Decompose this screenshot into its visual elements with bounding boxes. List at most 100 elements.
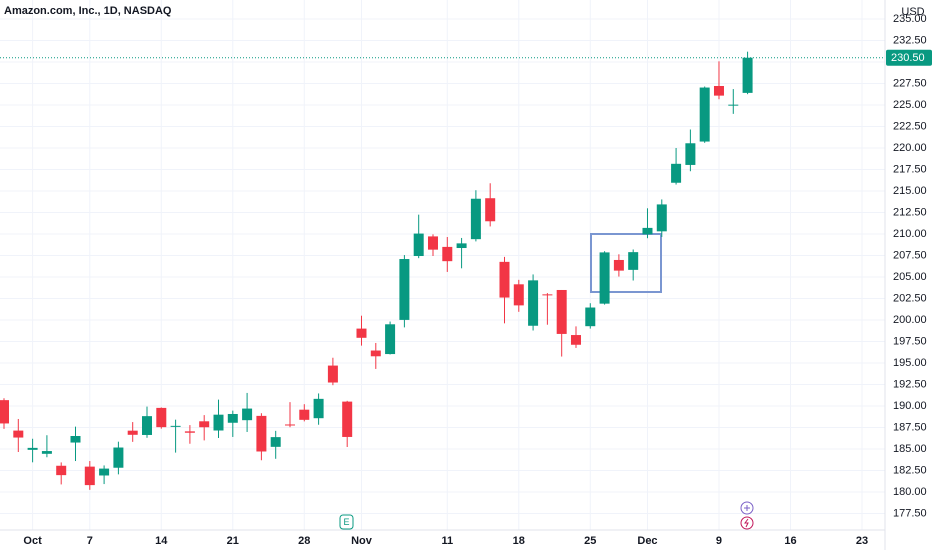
- y-tick-label: 207.50: [893, 249, 927, 261]
- x-tick-label: 28: [298, 535, 310, 547]
- y-tick-label: 232.50: [893, 34, 927, 46]
- candles: [0, 51, 753, 490]
- y-tick-label: 200.00: [893, 314, 927, 326]
- candle-body: [671, 163, 682, 183]
- y-tick-label: 202.50: [893, 292, 927, 304]
- axes: 177.50 180.00 182.50 185.00 187.50 190.00 192.…: [23, 13, 926, 547]
- candle-body: [327, 365, 338, 383]
- candle-body: [41, 451, 52, 454]
- candle-body: [456, 243, 467, 249]
- candle-body: [370, 350, 381, 357]
- event-icon-glyph: [744, 505, 750, 511]
- candle-body: [0, 400, 10, 424]
- candle-body: [127, 430, 138, 435]
- candle-body: [499, 261, 510, 298]
- y-tick-label: 225.00: [893, 99, 927, 111]
- y-tick-label: 197.50: [893, 335, 927, 347]
- candle-body: [56, 465, 67, 476]
- y-tick-label: 190.00: [893, 400, 927, 412]
- x-tick-label: 7: [87, 535, 93, 547]
- candle-body: [699, 87, 710, 142]
- candle-body: [385, 324, 396, 355]
- candle-body: [570, 335, 581, 345]
- split-icon-glyph: [744, 518, 749, 528]
- earnings-marker: E: [343, 517, 349, 527]
- x-tick-label: Oct: [23, 535, 42, 547]
- candle-body: [27, 447, 38, 450]
- candle-body: [199, 421, 210, 428]
- candle-body: [427, 236, 438, 250]
- candle-body: [313, 398, 324, 419]
- candle-body: [656, 204, 667, 232]
- y-tick-label: 205.00: [893, 271, 927, 283]
- candle-body: [270, 437, 281, 447]
- candle-body: [13, 430, 24, 438]
- y-tick-label: 185.00: [893, 443, 927, 455]
- candle-body: [284, 424, 295, 426]
- candle-body: [528, 280, 539, 326]
- candle-body: [413, 233, 424, 257]
- candle-body: [728, 104, 739, 106]
- candle-body: [599, 252, 610, 304]
- candle-body: [227, 413, 238, 423]
- y-tick-label: 220.00: [893, 142, 927, 154]
- candle-body: [585, 307, 596, 327]
- y-tick-label: 180.00: [893, 486, 927, 498]
- candle-body: [642, 227, 653, 235]
- y-tick-label: 182.50: [893, 464, 927, 476]
- x-tick-label: Dec: [637, 535, 657, 547]
- candle-body: [156, 407, 167, 428]
- candle-body: [184, 431, 195, 433]
- y-tick-label: 177.50: [893, 507, 927, 519]
- candle-body: [542, 294, 553, 296]
- candle-body: [685, 143, 696, 165]
- y-tick-label: 187.50: [893, 421, 927, 433]
- y-tick-label: 210.00: [893, 228, 927, 240]
- candle-body: [356, 328, 367, 338]
- last-price-label: 230.50: [891, 52, 925, 64]
- candle-body: [742, 57, 753, 93]
- candle-body: [70, 436, 81, 443]
- y-tick-label: 192.50: [893, 378, 927, 390]
- candle-body: [213, 414, 224, 431]
- candle-body: [84, 466, 95, 486]
- x-tick-label: 23: [856, 535, 868, 547]
- candle-body: [242, 408, 253, 421]
- candle-body: [485, 198, 496, 222]
- x-tick-label: 11: [441, 535, 453, 547]
- candle-body: [113, 447, 124, 468]
- candle-body: [256, 415, 267, 452]
- candle-body: [713, 85, 724, 96]
- candle-body: [170, 425, 181, 427]
- x-tick-label: 21: [227, 535, 239, 547]
- price-badge: 230.50: [0, 49, 932, 66]
- candle-body: [342, 401, 353, 437]
- currency-label[interactable]: USD: [901, 6, 924, 18]
- y-tick-label: 227.50: [893, 77, 927, 89]
- candle-body: [470, 198, 481, 240]
- candle-body: [399, 259, 410, 320]
- highlight-box: [590, 233, 662, 293]
- earnings-icon[interactable]: [339, 514, 354, 530]
- x-tick-label: 16: [784, 535, 796, 547]
- x-tick-label: Nov: [351, 535, 373, 547]
- candle-body: [442, 246, 453, 262]
- candle-body: [556, 289, 567, 334]
- candle-body: [513, 284, 524, 306]
- y-tick-label: 222.50: [893, 120, 927, 132]
- x-tick-label: 9: [716, 535, 722, 547]
- y-tick-label: 215.00: [893, 185, 927, 197]
- candle-body: [99, 468, 110, 476]
- last-price-badge: [886, 49, 932, 66]
- chart-title: Amazon.com, Inc., 1D, NASDAQ: [4, 5, 172, 17]
- y-tick-label: 195.00: [893, 357, 927, 369]
- candle-body: [628, 252, 639, 270]
- y-tick-label: 235.00: [893, 13, 927, 25]
- candle-body: [141, 416, 152, 435]
- y-tick-label: 217.50: [893, 163, 927, 175]
- x-tick-label: 18: [513, 535, 525, 547]
- y-tick-label: 212.50: [893, 206, 927, 218]
